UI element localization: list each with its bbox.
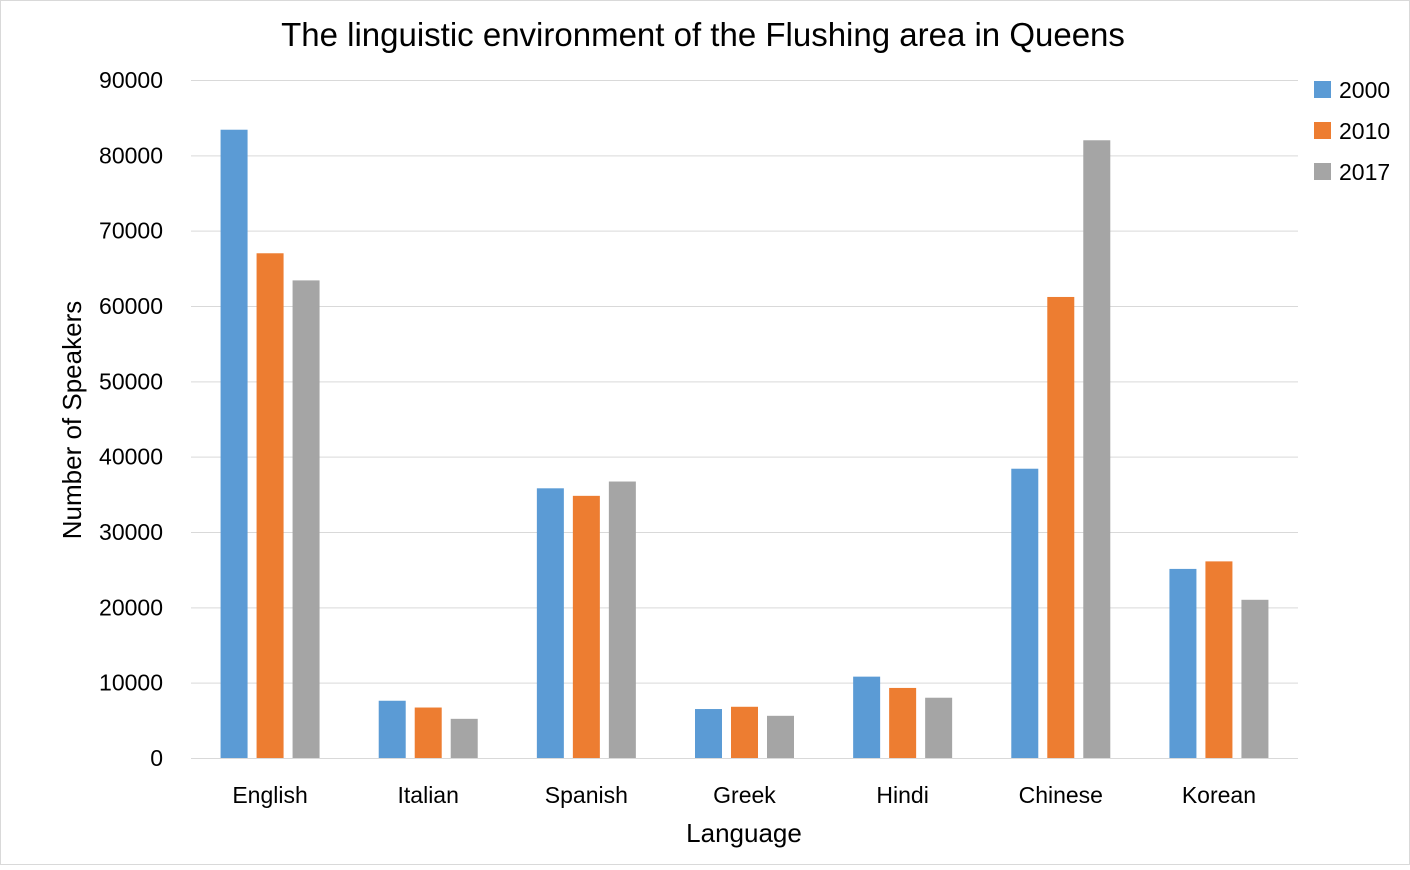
y-axis-tick-labels: 0 10000 20000 30000 40000 50000 60000 70000 8000… (99, 67, 163, 771)
bar-korean-2017 (1241, 599, 1269, 758)
x-tick-label: Spanish (545, 782, 628, 808)
bar-spanish-2000 (536, 488, 564, 758)
bar-hindi-2010 (889, 687, 917, 758)
y-tick-label: 70000 (99, 218, 163, 244)
y-tick-label: 80000 (99, 142, 163, 168)
bar-korean-2010 (1205, 561, 1233, 758)
legend: 2000 2010 2017 (1314, 77, 1390, 185)
bar-english-2010 (256, 253, 284, 758)
bar-chinese-2010 (1047, 296, 1075, 758)
y-tick-label: 30000 (99, 519, 163, 545)
bar-hindi-2000 (853, 676, 881, 758)
y-tick-label: 40000 (99, 444, 163, 470)
bar-korean-2000 (1169, 568, 1197, 758)
y-tick-label: 10000 (99, 670, 163, 696)
legend-swatch-2010 (1314, 122, 1331, 139)
legend-swatch-2017 (1314, 163, 1331, 180)
bar-italian-2010 (414, 707, 442, 758)
bar-italian-2000 (378, 700, 406, 758)
y-tick-label: 50000 (99, 368, 163, 394)
bar-greek-2010 (731, 706, 758, 758)
bar-italian-2017 (450, 718, 478, 758)
x-tick-label: Italian (398, 782, 459, 808)
y-tick-label: 0 (150, 745, 163, 771)
y-tick-label: 60000 (99, 293, 163, 319)
x-tick-label: English (232, 782, 307, 808)
bar-greek-2017 (767, 715, 794, 758)
x-tick-label: Hindi (876, 782, 928, 808)
y-tick-label: 20000 (99, 594, 163, 620)
legend-label: 2017 (1339, 159, 1390, 185)
bars (220, 129, 1269, 759)
y-axis-title: Number of Speakers (57, 301, 87, 539)
x-tick-label: Chinese (1019, 782, 1103, 808)
bar-chinese-2017 (1083, 140, 1111, 758)
chart-title: The linguistic environment of the Flushi… (281, 16, 1125, 53)
gridlines (191, 80, 1298, 684)
bar-hindi-2017 (925, 697, 953, 758)
bar-english-2017 (292, 280, 320, 758)
y-tick-label: 90000 (99, 67, 163, 93)
bar-chinese-2000 (1011, 468, 1039, 758)
bar-spanish-2017 (608, 481, 636, 758)
bar-spanish-2010 (572, 495, 600, 758)
x-axis-title: Language (686, 818, 802, 848)
x-tick-label: Korean (1182, 782, 1256, 808)
legend-swatch-2000 (1314, 81, 1331, 98)
x-tick-label: Greek (713, 782, 776, 808)
bar-english-2000 (220, 129, 248, 759)
x-axis-tick-labels: English Italian Spanish Greek Hindi Chinese Ko… (232, 782, 1256, 808)
legend-label: 2000 (1339, 77, 1390, 103)
legend-label: 2010 (1339, 118, 1390, 144)
bar-greek-2000 (695, 709, 722, 758)
